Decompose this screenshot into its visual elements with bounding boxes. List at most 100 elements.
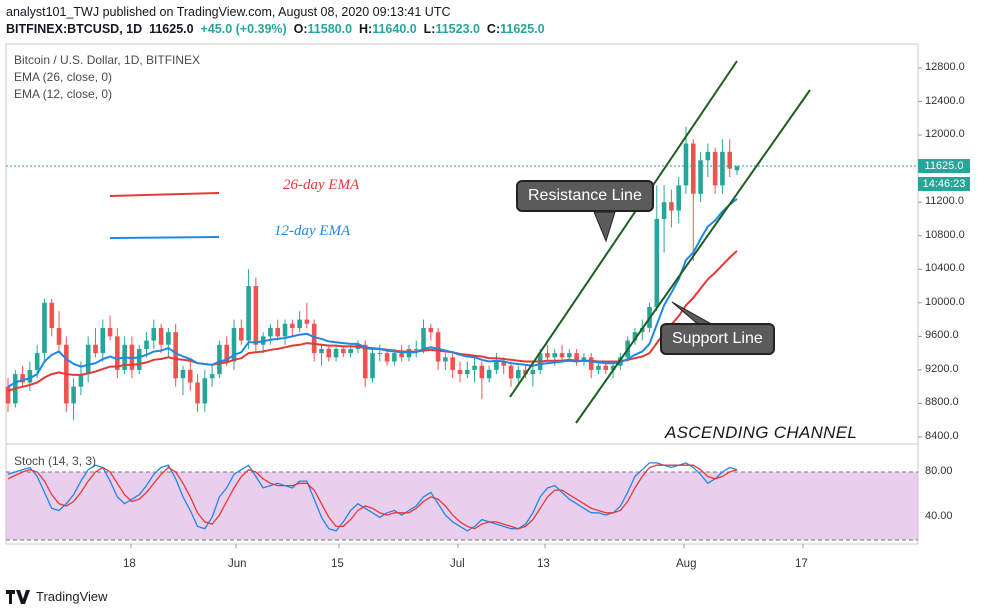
candle-body (34, 353, 40, 370)
price-axis-label: 9600.0 (925, 329, 959, 342)
candle-body (501, 361, 507, 366)
time-axis-label: Aug (676, 558, 697, 570)
candle-body (311, 323, 317, 354)
stoch-axis-label: 80.00 (925, 465, 953, 477)
candle-body (377, 353, 383, 355)
open-value: 11580.0 (307, 22, 353, 36)
candle-body (574, 353, 579, 362)
candle-body (151, 327, 157, 341)
channel-annotation: ASCENDING CHANNEL (665, 423, 858, 442)
tradingview-footer[interactable]: TradingView (6, 589, 108, 604)
candle-body (428, 327, 434, 333)
symbol-name[interactable]: BITFINEX:BTCUSD, 1D (6, 22, 143, 36)
candle-body (530, 369, 536, 375)
candle-body (362, 344, 368, 379)
stoch-line-d (7, 464, 738, 530)
candle-body (472, 365, 477, 370)
candle-body (676, 185, 681, 211)
candle-body (209, 374, 215, 379)
candle-body (464, 369, 470, 375)
candle-body (683, 143, 689, 186)
candle-body (559, 353, 565, 358)
candle-body (115, 336, 120, 370)
candle-body (20, 374, 25, 383)
candle-body (173, 332, 178, 379)
stoch-legend[interactable]: Stoch (14, 3, 3) (14, 454, 97, 468)
time-axis-label: 15 (331, 558, 344, 570)
candle-body (654, 218, 660, 308)
candle-body (508, 365, 514, 379)
last-price-tag: 11625.0 (918, 159, 970, 173)
candle-body (217, 344, 222, 375)
candle-body (421, 327, 426, 349)
candle-body (326, 348, 332, 358)
channel-lower-line (575, 89, 811, 424)
candle-body (705, 151, 711, 161)
candle-body (399, 353, 404, 358)
candle-body (319, 348, 324, 354)
candle-body (603, 365, 609, 370)
candle-body (552, 353, 558, 358)
candle-body (435, 332, 441, 362)
candle-body (545, 353, 550, 358)
candle-body (107, 327, 113, 337)
ema12-annotation: 12-day EMA (274, 223, 351, 239)
ema26-annotation: 26-day EMA (283, 177, 360, 193)
last-price: 11625.0 (149, 22, 194, 36)
candle-body (734, 166, 740, 171)
candle-body (231, 327, 237, 362)
candle-body (443, 357, 448, 362)
tradingview-brand: TradingView (36, 589, 108, 604)
support-callout: Support Line (660, 323, 775, 355)
candle-body (27, 369, 33, 383)
candle-body (195, 382, 200, 404)
candle-body (5, 386, 11, 404)
candle-body (727, 151, 733, 169)
price-axis-label: 8400.0 (925, 430, 959, 442)
candle-body (49, 302, 55, 328)
candle-body (93, 344, 98, 354)
stoch-line-k (7, 462, 738, 532)
candle-body (486, 369, 492, 379)
price-axis-label: 10800.0 (925, 228, 965, 241)
price-axis-label: 9200.0 (925, 362, 959, 375)
candle-body (297, 319, 302, 328)
stoch-axis-label: 40.00 (925, 510, 953, 523)
candle-body (42, 302, 47, 354)
price-axis-label: 10400.0 (925, 262, 965, 275)
candle-body (588, 357, 594, 370)
candle-body (450, 357, 455, 370)
symbol-ohlc-bar: BITFINEX:BTCUSD, 1D 11625.0 +45.0 (+0.39… (6, 22, 545, 36)
chart-title: Bitcoin / U.S. Dollar, 1D, BITFINEX (14, 53, 201, 67)
open-label: O: (293, 22, 308, 36)
candle-body (136, 348, 142, 370)
price-axis-label: 8800.0 (925, 396, 959, 409)
close-value: 11625.0 (500, 22, 545, 36)
candle-body (392, 353, 397, 362)
candle-body (632, 332, 638, 341)
candle-body (341, 348, 346, 354)
time-axis-label: 17 (795, 558, 808, 570)
candle-body (238, 327, 244, 341)
resistance-callout: Resistance Line (516, 180, 654, 212)
candle-body (71, 386, 76, 404)
candle-body (187, 369, 193, 383)
candle-body (180, 369, 186, 379)
price-change: +45.0 (+0.39%) (200, 22, 287, 36)
candle-body (494, 361, 499, 370)
candle-body (275, 327, 281, 337)
candle-body (166, 332, 171, 345)
candle-body (661, 202, 667, 219)
tradingview-logo-icon (6, 589, 30, 604)
candle-body (567, 353, 572, 358)
candle-body (698, 160, 703, 194)
candle-body (720, 151, 725, 186)
chart-frame (5, 43, 919, 545)
ema12-line (7, 198, 738, 388)
ema26-legend[interactable]: EMA (26, close, 0) (14, 70, 113, 84)
ema12-legend[interactable]: EMA (12, close, 0) (14, 87, 113, 101)
price-axis-label: 12000.0 (925, 128, 965, 141)
price-axis-label: 10000.0 (925, 295, 965, 308)
candle-body (246, 286, 251, 341)
